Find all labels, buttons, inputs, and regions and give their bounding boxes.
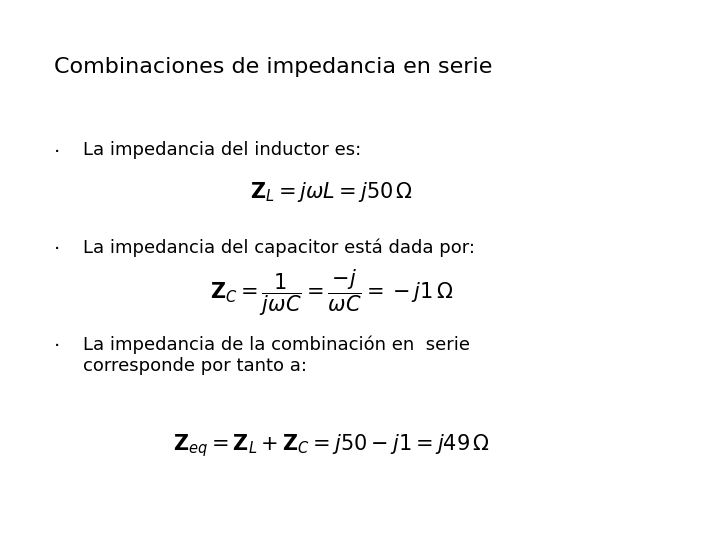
Text: ·: · <box>54 240 60 259</box>
Text: ·: · <box>54 143 60 162</box>
Text: La impedancia del inductor es:: La impedancia del inductor es: <box>83 141 361 159</box>
Text: La impedancia del capacitor está dada por:: La impedancia del capacitor está dada po… <box>83 239 474 257</box>
Text: $\mathbf{Z}_{eq} = \mathbf{Z}_{L} + \mathbf{Z}_{C} = j50 - j1 = j49\,\Omega$: $\mathbf{Z}_{eq} = \mathbf{Z}_{L} + \mat… <box>173 432 490 459</box>
Text: $\mathbf{Z}_{L} = j\omega L = j50\,\Omega$: $\mathbf{Z}_{L} = j\omega L = j50\,\Omeg… <box>250 180 413 204</box>
Text: ·: · <box>54 338 60 356</box>
Text: $\mathbf{Z}_{C} = \dfrac{1}{j\omega C} = \dfrac{-j}{\omega C} = -j1\,\Omega$: $\mathbf{Z}_{C} = \dfrac{1}{j\omega C} =… <box>210 267 453 318</box>
Text: Combinaciones de impedancia en serie: Combinaciones de impedancia en serie <box>54 57 492 77</box>
Text: La impedancia de la combinación en  serie
corresponde por tanto a:: La impedancia de la combinación en serie… <box>83 336 470 375</box>
